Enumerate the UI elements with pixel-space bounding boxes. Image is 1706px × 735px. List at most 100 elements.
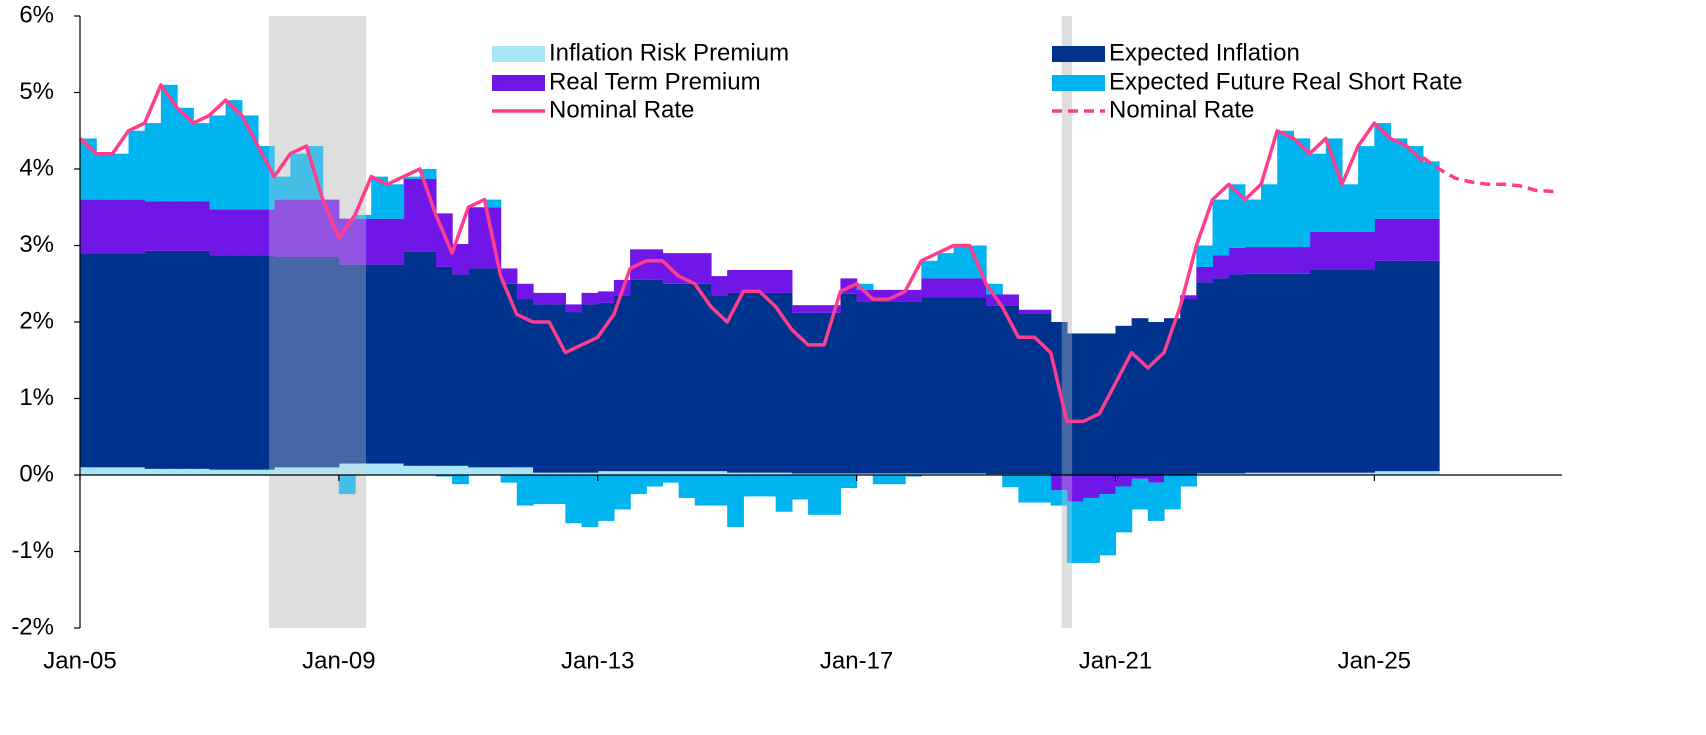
area-segment [1390,138,1408,219]
area-segment [840,293,858,474]
area-segment [387,218,405,265]
area-segment [969,473,987,475]
area-segment [581,304,599,473]
area-segment [1050,322,1068,475]
area-segment [1261,273,1278,473]
area-segment [500,268,518,284]
area-segment [1422,260,1440,472]
area-segment [355,463,372,475]
area-segment [484,467,502,475]
area-segment [1325,269,1343,473]
area-segment [808,473,825,475]
area-segment [371,463,389,475]
area-segment [662,471,680,475]
area-segment [338,475,356,495]
area-segment [1115,486,1133,533]
area-segment [96,199,113,254]
area-segment [1228,274,1246,474]
area-segment [597,302,615,472]
area-segment [565,304,583,313]
area-segment [355,264,372,464]
area-segment [112,153,130,200]
area-segment [274,199,291,257]
area-segment [338,264,356,464]
area-segment [1018,313,1036,475]
legend-swatch [1052,46,1105,62]
shaded-overlay [1061,16,1073,628]
area-segment [1406,471,1424,475]
y-tick-label: 5% [19,78,54,105]
area-segment [290,199,308,257]
area-segment [355,218,372,265]
area-segment [322,256,340,468]
area-segment [257,255,275,470]
area-segment [452,475,469,485]
area-segment [791,475,809,500]
y-tick-label: 1% [19,384,54,411]
y-tick-label: 4% [19,154,54,181]
area-segment [452,465,469,475]
area-segment [1066,501,1084,563]
area-segment [1083,333,1100,475]
area-segment [905,301,922,474]
y-tick-label: 2% [19,307,54,334]
area-segment [209,115,227,210]
area-segment [969,278,987,298]
area-segment [1083,475,1100,498]
area-segment [921,473,939,475]
area-segment [581,475,599,528]
area-segment [128,130,146,200]
area-segment [1050,475,1068,491]
area-segment [257,209,275,256]
area-segment [856,283,874,290]
area-segment [1390,218,1408,261]
area-segment [160,250,178,469]
area-segment [128,253,146,468]
area-segment [435,266,453,466]
area-segment [808,312,825,474]
area-segment [500,475,518,483]
area-segment [921,278,939,298]
area-segment [905,289,922,302]
area-segment [953,245,971,279]
area-segment [112,467,130,475]
area-segment [177,250,194,469]
area-segment [1341,472,1359,475]
area-segment [1018,475,1036,503]
area-segment [986,294,1003,306]
area-segment [694,253,712,284]
area-segment [355,214,372,219]
area-segment [1099,494,1117,556]
area-segment [500,283,518,468]
area-segment [468,207,486,269]
area-segment [1196,245,1214,267]
area-segment [646,471,664,475]
area-segment [1406,260,1424,472]
area-segment [96,153,113,200]
area-segment [468,467,486,475]
area-segment [678,253,696,284]
area-segment [209,469,227,475]
area-segment [1066,333,1084,475]
area-segment [144,201,162,251]
area-segment [241,255,259,470]
area-segment [403,176,421,179]
area-segment [1131,478,1149,510]
area-segment [1406,218,1424,261]
area-segment [710,276,728,296]
area-segment [306,199,324,257]
area-segment [1212,255,1230,279]
area-segment [727,292,744,473]
area-segment [630,475,647,495]
x-tick-label: Jan-21 [1079,647,1152,674]
area-segment [484,199,502,208]
area-segment [209,209,227,256]
area-segment [128,199,146,254]
area-segment [710,471,728,475]
y-tick-label: -2% [11,613,54,640]
area-segment [160,201,178,251]
area-segment [274,256,291,468]
area-segment [743,292,761,473]
area-segment [274,176,291,200]
x-tick-label: Jan-13 [561,647,634,674]
